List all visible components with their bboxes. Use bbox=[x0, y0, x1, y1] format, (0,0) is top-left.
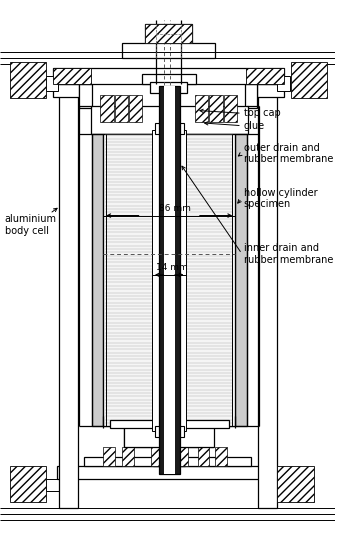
Bar bbox=[9, 61, 46, 98]
Bar bbox=[52, 84, 79, 97]
Bar bbox=[155, 426, 184, 438]
Bar bbox=[52, 68, 91, 84]
Bar bbox=[110, 420, 229, 428]
Bar bbox=[96, 120, 243, 131]
Bar bbox=[52, 68, 284, 84]
Bar bbox=[92, 134, 247, 426]
Bar bbox=[59, 84, 78, 508]
Bar bbox=[122, 43, 215, 58]
Bar bbox=[46, 76, 58, 91]
Bar bbox=[277, 76, 290, 91]
Text: glue: glue bbox=[244, 121, 265, 131]
Bar bbox=[277, 466, 314, 502]
Bar bbox=[84, 457, 251, 466]
Bar bbox=[268, 479, 287, 491]
Bar bbox=[155, 123, 184, 134]
Bar bbox=[150, 81, 187, 93]
Bar bbox=[9, 466, 46, 502]
Bar bbox=[159, 86, 180, 473]
Bar bbox=[103, 447, 115, 466]
Bar bbox=[209, 95, 223, 122]
Bar bbox=[153, 447, 184, 466]
Text: outer drain and
rubber membrane: outer drain and rubber membrane bbox=[244, 143, 333, 164]
Bar bbox=[195, 95, 209, 122]
Bar bbox=[122, 447, 134, 466]
Bar bbox=[290, 61, 327, 98]
Bar bbox=[224, 95, 237, 122]
Text: aluminium
body cell: aluminium body cell bbox=[5, 214, 57, 236]
Bar bbox=[115, 95, 128, 122]
Bar bbox=[124, 426, 213, 447]
Bar bbox=[258, 84, 277, 508]
Bar bbox=[246, 68, 284, 84]
Bar bbox=[215, 447, 226, 466]
Bar bbox=[145, 24, 192, 43]
Text: hollow cylinder
specimen: hollow cylinder specimen bbox=[244, 187, 317, 209]
Bar bbox=[46, 479, 65, 491]
Bar bbox=[152, 130, 187, 431]
Bar bbox=[100, 95, 114, 122]
Bar bbox=[129, 95, 142, 122]
Bar bbox=[235, 134, 247, 426]
Text: inner drain and
rubber membrane: inner drain and rubber membrane bbox=[244, 243, 333, 264]
Bar bbox=[245, 84, 257, 108]
Bar bbox=[92, 134, 103, 426]
Bar bbox=[91, 105, 248, 134]
Bar bbox=[103, 134, 235, 426]
Bar bbox=[198, 447, 209, 466]
Text: top cap: top cap bbox=[244, 108, 281, 118]
Bar bbox=[257, 84, 284, 97]
Bar bbox=[151, 447, 162, 466]
Bar bbox=[145, 24, 192, 43]
Text: 14 mm: 14 mm bbox=[156, 263, 188, 272]
Bar bbox=[79, 84, 92, 108]
Bar bbox=[163, 86, 175, 473]
Bar bbox=[57, 466, 277, 479]
Bar bbox=[124, 426, 214, 447]
Text: 86 mm: 86 mm bbox=[159, 204, 191, 213]
Bar bbox=[141, 74, 196, 84]
Bar bbox=[177, 447, 188, 466]
